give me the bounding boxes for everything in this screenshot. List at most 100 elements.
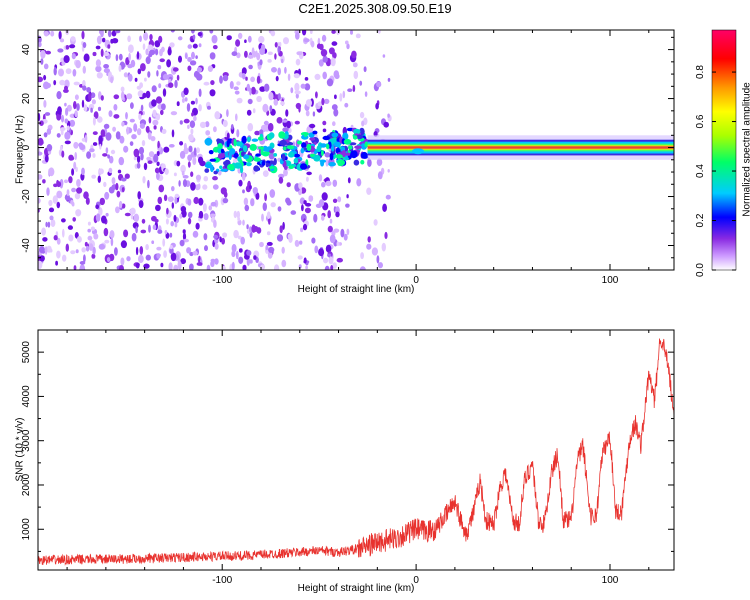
noise-blob xyxy=(82,65,87,74)
noise-blob xyxy=(144,77,147,82)
noise-blob xyxy=(382,203,387,212)
noise-blob xyxy=(247,35,252,43)
noise-blob xyxy=(53,235,58,241)
noise-blob xyxy=(327,253,332,258)
noise-blob xyxy=(266,231,271,236)
noise-blob xyxy=(268,217,271,225)
cluster-blob xyxy=(303,133,308,137)
noise-blob xyxy=(158,83,162,89)
noise-blob xyxy=(214,243,219,250)
noise-blob xyxy=(127,35,131,43)
snr-frame xyxy=(37,329,675,571)
noise-blob xyxy=(74,110,78,118)
cluster-blob xyxy=(255,153,261,157)
noise-blob xyxy=(58,30,62,40)
noise-blob xyxy=(278,173,285,179)
noise-blob xyxy=(170,252,177,262)
noise-blob xyxy=(233,158,238,164)
noise-blob xyxy=(98,91,102,100)
noise-blob xyxy=(98,30,104,35)
noise-blob xyxy=(75,249,79,254)
noise-blob xyxy=(95,213,101,222)
noise-blob xyxy=(151,240,155,244)
noise-blob xyxy=(170,221,174,227)
noise-blob xyxy=(103,51,110,57)
cluster-blob xyxy=(306,143,312,151)
noise-blob xyxy=(125,112,128,120)
noise-blob xyxy=(85,197,90,205)
noise-blob xyxy=(181,170,185,176)
cluster-blob xyxy=(261,160,266,166)
noise-blob xyxy=(93,233,99,240)
noise-blob xyxy=(145,125,150,133)
noise-blob xyxy=(120,257,125,266)
noise-blob xyxy=(86,87,91,93)
cluster-blob xyxy=(235,141,243,147)
noise-blob xyxy=(154,167,160,174)
noise-blob xyxy=(203,233,208,241)
noise-blob xyxy=(136,162,141,169)
noise-blob xyxy=(283,168,288,177)
noise-blob xyxy=(103,227,109,237)
noise-blob xyxy=(131,134,137,140)
noise-blob xyxy=(267,59,272,63)
noise-blob xyxy=(253,255,257,260)
colorbar-label: Normalized spectral amplitude xyxy=(741,82,750,217)
noise-blob xyxy=(100,48,104,58)
cluster-blob xyxy=(253,157,261,162)
noise-blob xyxy=(161,103,166,111)
noise-blob xyxy=(141,218,146,224)
noise-blob xyxy=(129,141,134,147)
noise-blob xyxy=(46,245,52,253)
noise-blob xyxy=(198,104,202,112)
noise-blob xyxy=(222,232,228,238)
noise-blob xyxy=(165,218,169,225)
cluster-blob xyxy=(241,135,247,144)
noise-blob xyxy=(270,30,276,37)
cluster-blob xyxy=(342,132,349,141)
noise-blob xyxy=(133,213,140,222)
noise-blob xyxy=(75,59,81,69)
noise-blob xyxy=(321,215,325,221)
noise-blob xyxy=(100,129,106,138)
noise-blob xyxy=(188,145,193,153)
noise-blob xyxy=(330,265,334,270)
noise-blob xyxy=(82,85,87,91)
noise-blob xyxy=(83,254,86,263)
noise-blob xyxy=(377,30,381,34)
noise-blob xyxy=(385,194,391,200)
noise-blob xyxy=(222,74,229,82)
noise-blob xyxy=(226,109,229,118)
noise-blob xyxy=(90,226,95,231)
noise-blob xyxy=(252,187,258,195)
noise-blob xyxy=(130,102,134,109)
noise-blob xyxy=(198,197,204,206)
noise-blob xyxy=(356,178,362,187)
noise-blob xyxy=(191,112,194,117)
y-tick-label: 0 xyxy=(21,144,32,150)
noise-blob xyxy=(50,219,56,228)
noise-blob xyxy=(64,140,71,145)
cluster-blob xyxy=(239,159,243,164)
noise-blob xyxy=(56,201,61,209)
noise-blob xyxy=(123,145,129,153)
noise-blob xyxy=(136,85,142,90)
noise-blob xyxy=(331,104,338,111)
noise-blob xyxy=(169,232,173,238)
noise-blob xyxy=(129,118,135,123)
noise-blob xyxy=(186,103,191,112)
snr-x-axis-label: Height of straight line (km) xyxy=(297,583,415,594)
noise-blob xyxy=(102,153,108,157)
noise-blob xyxy=(222,119,228,128)
noise-blob xyxy=(84,241,88,247)
noise-blob xyxy=(231,51,238,57)
noise-blob xyxy=(276,234,284,242)
noise-blob xyxy=(82,42,87,48)
noise-blob xyxy=(259,86,266,92)
noise-blob xyxy=(193,115,197,122)
noise-blob xyxy=(211,34,218,44)
noise-blob xyxy=(196,67,203,73)
noise-blob xyxy=(209,89,216,97)
noise-blob xyxy=(290,87,294,94)
noise-blob xyxy=(147,71,151,78)
